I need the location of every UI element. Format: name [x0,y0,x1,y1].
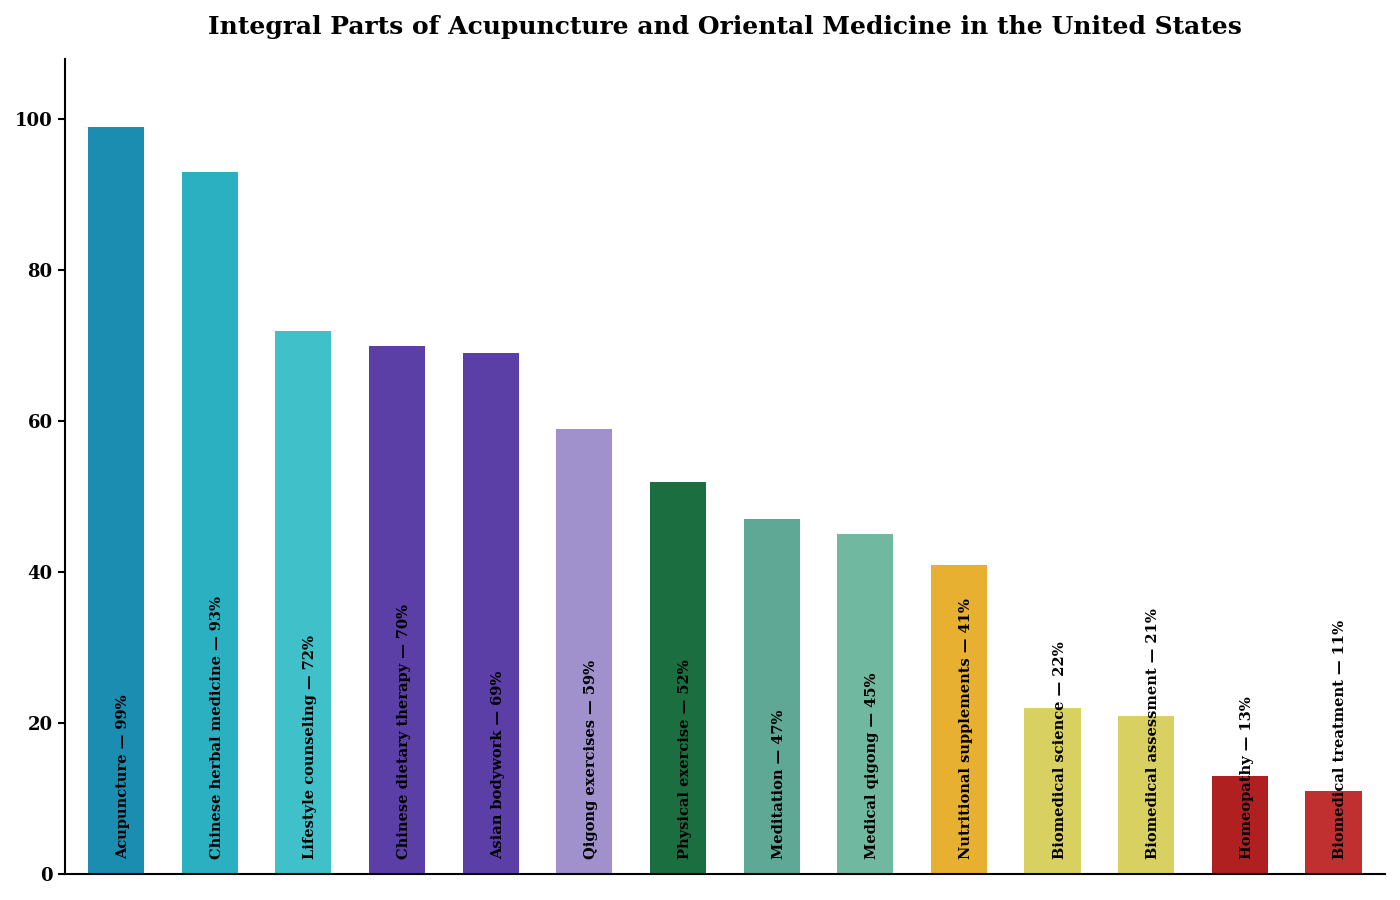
Bar [370,346,426,874]
Text: Meditation — 47%: Meditation — 47% [771,709,785,859]
Bar [650,482,706,874]
Text: Homeopathy — 13%: Homeopathy — 13% [1240,697,1254,859]
Text: Asian bodywork — 69%: Asian bodywork — 69% [490,670,504,859]
Bar [1305,791,1362,874]
Bar [1212,776,1268,874]
Bar [182,172,238,874]
Bar [1119,716,1175,874]
Bar [837,535,893,874]
Bar [556,428,612,874]
Text: Chinese herbal medicine — 93%: Chinese herbal medicine — 93% [210,596,224,859]
Text: Chinese dietary therapy — 70%: Chinese dietary therapy — 70% [398,604,412,859]
Bar [743,519,799,874]
Text: Physical exercise — 52%: Physical exercise — 52% [678,659,692,859]
Text: Medical qigong — 45%: Medical qigong — 45% [865,672,879,859]
Text: Qigong exercises — 59%: Qigong exercises — 59% [584,660,598,859]
Bar [88,127,144,874]
Text: Lifestyle counseling — 72%: Lifestyle counseling — 72% [304,634,318,859]
Bar [1025,708,1081,874]
Text: Acupuncture — 99%: Acupuncture — 99% [116,694,130,859]
Text: Nutritional supplements — 41%: Nutritional supplements — 41% [959,598,973,859]
Bar [931,564,987,874]
Text: Biomedical science — 22%: Biomedical science — 22% [1053,641,1067,859]
Title: Integral Parts of Acupuncture and Oriental Medicine in the United States: Integral Parts of Acupuncture and Orient… [207,15,1242,39]
Bar [276,330,332,874]
Bar [462,354,519,874]
Text: Biomedical treatment — 11%: Biomedical treatment — 11% [1333,620,1347,859]
Text: Biomedical assessment — 21%: Biomedical assessment — 21% [1147,608,1161,859]
